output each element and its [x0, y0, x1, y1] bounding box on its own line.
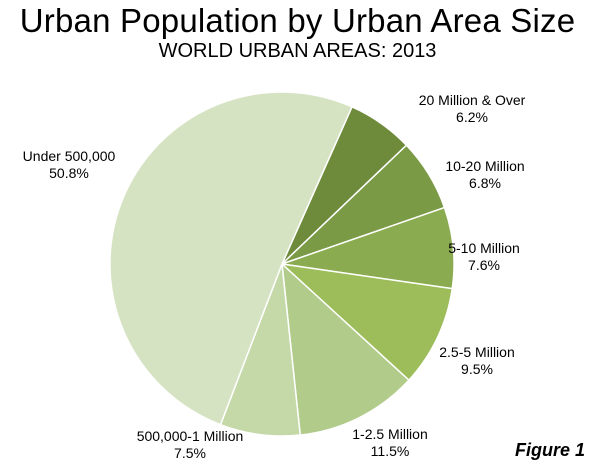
slice-label-name: 5-10 Million — [448, 240, 520, 256]
slice-label-value: 11.5% — [370, 443, 410, 459]
slice-label-name: 1-2.5 Million — [352, 426, 428, 442]
slice-label-name: 2.5-5 Million — [439, 344, 515, 360]
slice-label-name: 20 Million & Over — [418, 92, 526, 108]
pie-slice-7 — [109, 91, 353, 426]
slice-label-5: 1-2.5 Million 11.5% — [352, 426, 427, 460]
chart-subtitle: WORLD URBAN AREAS: 2013 — [158, 40, 437, 62]
slice-label-value: 9.5% — [461, 361, 493, 377]
figure-label: Figure 1 — [514, 440, 585, 460]
slice-label-1: 20 Million & Over 6.2% — [419, 92, 526, 126]
slice-label-3: 5-10 Million 7.6% — [448, 240, 520, 274]
slice-label-name: 10-20 Million — [445, 158, 525, 174]
slice-label-name: Under 500,000 — [22, 148, 116, 164]
chart-title: Urban Population by Urban Area Size — [19, 2, 576, 39]
pie-slice-5 — [281, 262, 410, 436]
slice-label-name: 500,000-1 Million — [136, 428, 244, 444]
slice-label-2: 10-20 Million 6.8% — [445, 158, 524, 192]
slice-label-value: 6.8% — [469, 175, 501, 191]
pie-slice-4 — [279, 262, 454, 382]
slice-label-value: 6.2% — [456, 109, 488, 125]
slice-label-value: 7.6% — [468, 257, 500, 273]
slice-label-7: Under 500,000 50.8% — [23, 148, 116, 182]
slice-label-6: 500,000-1 Million 7.5% — [137, 428, 244, 462]
slice-label-value: 7.5% — [174, 445, 206, 461]
slice-label-4: 2.5-5 Million 9.5% — [439, 344, 514, 378]
slice-label-value: 50.8% — [49, 165, 89, 181]
